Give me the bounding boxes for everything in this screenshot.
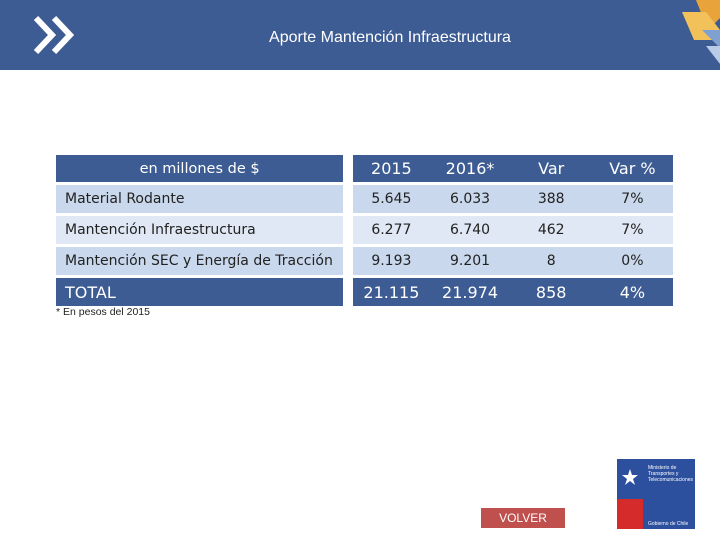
svg-text:Gobierno de Chile: Gobierno de Chile [648, 521, 689, 527]
row-label: Mantención SEC y Energía de Tracción [56, 247, 344, 275]
table-row: Material Rodante 5.645 6.033 388 7% [56, 185, 673, 213]
unit-label: en millones de $ [56, 155, 344, 182]
cell: 7% [591, 185, 673, 213]
cell: 7% [591, 216, 673, 244]
cell: 6.277 [353, 216, 430, 244]
table-row: Mantención Infraestructura 6.277 6.740 4… [56, 216, 673, 244]
column-header: Var [510, 155, 592, 182]
ministry-logo: Ministerio de Transportes y Telecomunica… [617, 459, 695, 529]
corner-decoration-icon [682, 0, 720, 64]
column-gap [343, 278, 353, 306]
table-header-row: en millones de $ 2015 2016* Var Var % [56, 155, 673, 182]
total-row: TOTAL 21.115 21.974 858 4% [56, 278, 673, 306]
cell: 5.645 [353, 185, 430, 213]
row-label: Material Rodante [56, 185, 344, 213]
total-cell: 858 [510, 278, 592, 306]
row-label: Mantención Infraestructura [56, 216, 344, 244]
double-chevron-right-icon[interactable] [30, 14, 78, 56]
total-cell: 21.974 [429, 278, 511, 306]
cell: 388 [510, 185, 592, 213]
column-header: Var % [591, 155, 673, 182]
column-header: 2015 [353, 155, 430, 182]
table-row: Mantención SEC y Energía de Tracción 9.1… [56, 247, 673, 275]
column-gap [343, 247, 353, 275]
total-cell: 21.115 [353, 278, 430, 306]
svg-text:Telecomunicaciones: Telecomunicaciones [648, 477, 694, 483]
svg-text:Ministerio de: Ministerio de [648, 465, 677, 471]
volver-button[interactable]: VOLVER [481, 508, 565, 528]
cell: 8 [510, 247, 592, 275]
cell: 6.033 [429, 185, 511, 213]
page-title: Aporte Mantención Infraestructura [269, 29, 511, 46]
column-gap [343, 185, 353, 213]
cell: 9.193 [353, 247, 430, 275]
cell: 462 [510, 216, 592, 244]
column-header: 2016* [429, 155, 511, 182]
total-cell: 4% [591, 278, 673, 306]
cell: 9.201 [429, 247, 511, 275]
column-gap [343, 155, 353, 182]
infrastructure-table: en millones de $ 2015 2016* Var Var % Ma… [56, 152, 673, 309]
cell: 0% [591, 247, 673, 275]
cell: 6.740 [429, 216, 511, 244]
column-gap [343, 216, 353, 244]
svg-text:Transportes y: Transportes y [648, 471, 679, 477]
total-label: TOTAL [56, 278, 344, 306]
header-bar: Aporte Mantención Infraestructura [0, 0, 720, 70]
footnote: * En pesos del 2015 [56, 306, 150, 318]
